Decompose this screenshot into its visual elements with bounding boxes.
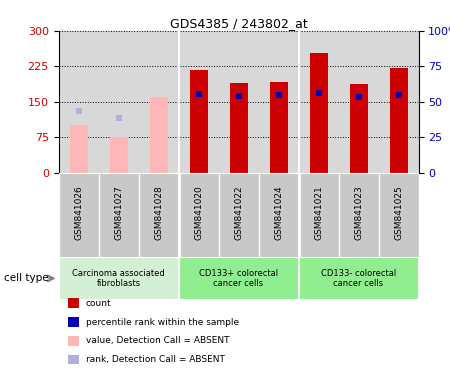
Text: GSM841027: GSM841027 xyxy=(114,185,123,240)
Text: percentile rank within the sample: percentile rank within the sample xyxy=(86,318,238,327)
Text: rank, Detection Call = ABSENT: rank, Detection Call = ABSENT xyxy=(86,355,225,364)
Title: GDS4385 / 243802_at: GDS4385 / 243802_at xyxy=(170,17,307,30)
Text: CD133- colorectal
cancer cells: CD133- colorectal cancer cells xyxy=(321,269,396,288)
Bar xyxy=(310,53,328,173)
Text: GSM841025: GSM841025 xyxy=(394,185,403,240)
Text: GSM841028: GSM841028 xyxy=(154,185,163,240)
Text: cell type: cell type xyxy=(4,273,49,283)
Text: GSM841022: GSM841022 xyxy=(234,185,243,240)
Bar xyxy=(390,68,408,173)
Bar xyxy=(109,137,127,173)
Bar xyxy=(230,83,248,173)
Text: value, Detection Call = ABSENT: value, Detection Call = ABSENT xyxy=(86,336,229,345)
Bar xyxy=(149,97,167,173)
Bar xyxy=(179,257,298,300)
Text: Carcinoma associated
fibroblasts: Carcinoma associated fibroblasts xyxy=(72,269,165,288)
Bar xyxy=(270,82,288,173)
Bar xyxy=(350,84,368,173)
Bar xyxy=(58,257,179,300)
Bar xyxy=(69,126,87,173)
Text: CD133+ colorectal
cancer cells: CD133+ colorectal cancer cells xyxy=(199,269,278,288)
Text: count: count xyxy=(86,299,111,308)
Text: GSM841021: GSM841021 xyxy=(314,185,323,240)
Text: GSM841026: GSM841026 xyxy=(74,185,83,240)
Text: GSM841024: GSM841024 xyxy=(274,185,283,240)
Bar xyxy=(298,257,418,300)
Text: GSM841020: GSM841020 xyxy=(194,185,203,240)
Text: GSM841023: GSM841023 xyxy=(354,185,363,240)
Bar xyxy=(189,70,207,173)
